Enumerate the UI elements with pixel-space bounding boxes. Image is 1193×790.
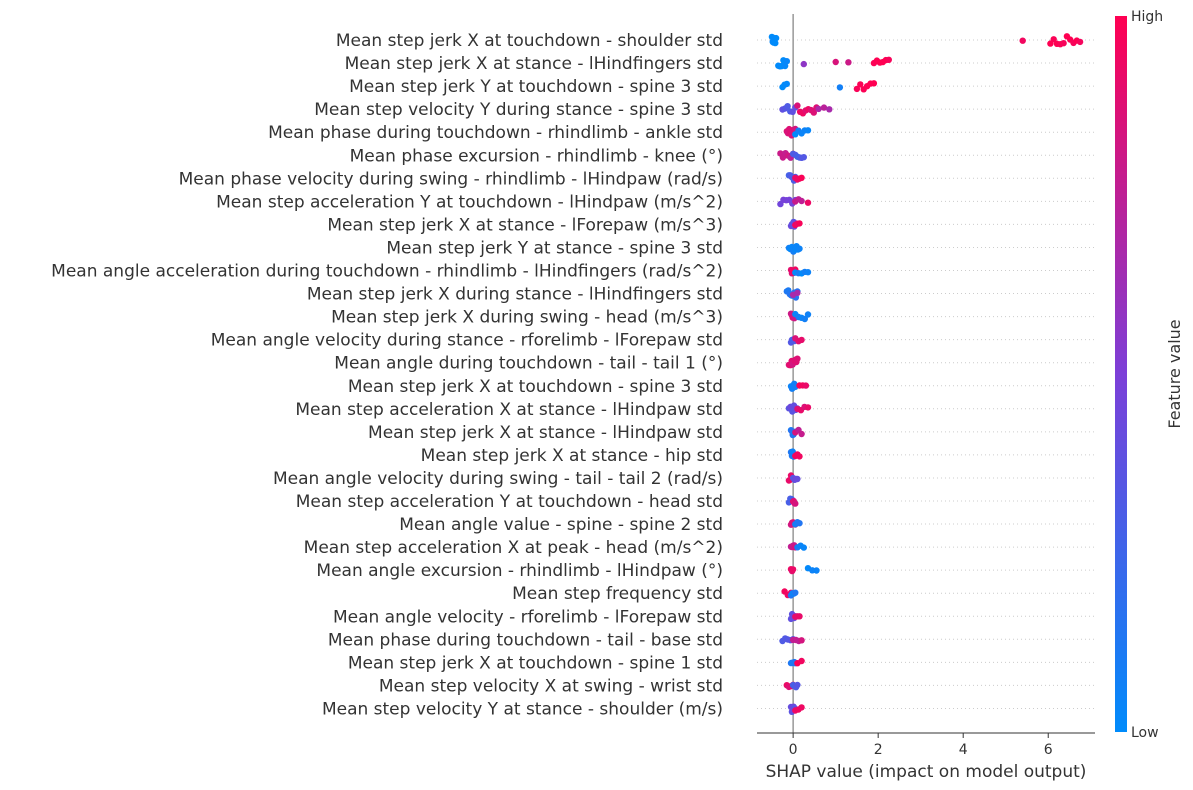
shap-point <box>826 106 833 113</box>
shap-point <box>804 269 812 276</box>
feature-label: Mean angle value - spine - spine 2 std <box>399 515 723 535</box>
colorbar: High Low Feature value <box>1115 9 1184 741</box>
feature-label: Mean step frequency std <box>512 584 723 604</box>
shap-point <box>798 174 805 181</box>
shap-point <box>798 430 805 438</box>
shap-point <box>1050 36 1057 43</box>
shap-point <box>810 109 817 116</box>
feature-label: Mean step velocity Y during stance - spi… <box>314 100 723 120</box>
shap-point <box>801 315 808 323</box>
shap-point <box>783 80 790 88</box>
shap-point <box>772 39 779 47</box>
shap-point <box>792 500 799 507</box>
shap-point <box>789 566 797 573</box>
shap-point <box>1019 37 1026 44</box>
shap-point <box>796 220 803 227</box>
shap-point <box>885 56 892 63</box>
shap-point <box>781 62 789 70</box>
shap-point <box>798 704 805 711</box>
feature-label: Mean step jerk X during swing - head (m/… <box>331 308 723 328</box>
feature-label: Mean phase during touchdown - rhindlimb … <box>268 123 723 143</box>
feature-label: Mean step jerk X at touchdown - spine 1 … <box>348 653 723 673</box>
x-tick-label: 2 <box>874 742 883 758</box>
shap-point <box>800 60 807 68</box>
feature-label: Mean step acceleration Y at touchdown - … <box>216 192 723 212</box>
shap-point <box>794 355 801 362</box>
feature-label: Mean phase velocity during swing - rhind… <box>179 169 723 189</box>
x-tick-label: 6 <box>1044 742 1053 758</box>
feature-label: Mean angle during touchdown - tail - tai… <box>334 354 723 374</box>
feature-label: Mean angle acceleration during touchdown… <box>51 262 723 282</box>
shap-point <box>798 657 805 665</box>
feature-labels: Mean step jerk X at touchdown - shoulder… <box>51 31 723 719</box>
feature-label: Mean phase during touchdown - tail - bas… <box>328 630 723 650</box>
shap-point <box>798 197 805 205</box>
shap-point <box>820 104 828 111</box>
shap-point <box>1060 40 1067 47</box>
feature-label: Mean step acceleration X at peak - head … <box>304 538 723 558</box>
feature-label: Mean phase excursion - rhindlimb - knee … <box>350 146 723 166</box>
shap-point <box>798 637 805 644</box>
colorbar-low-label: Low <box>1131 725 1159 741</box>
shap-point <box>792 589 799 596</box>
shap-point <box>1076 38 1084 46</box>
shap-point <box>783 58 790 65</box>
feature-label: Mean angle velocity - rforelimb - lForep… <box>333 607 723 627</box>
colorbar-gradient <box>1115 16 1127 732</box>
feature-label: Mean step acceleration X at stance - lHi… <box>295 400 723 420</box>
feature-label: Mean step jerk X at stance - lForepaw (m… <box>327 215 723 235</box>
shap-point <box>870 80 878 87</box>
shap-point <box>832 58 839 66</box>
shap-point <box>800 154 807 161</box>
shap-point <box>796 245 803 252</box>
feature-label: Mean step acceleration Y at touchdown - … <box>296 492 723 512</box>
shap-point <box>800 544 807 551</box>
feature-label: Mean step jerk Y at stance - spine 3 std <box>386 238 723 258</box>
shap-point <box>802 382 810 389</box>
shap-point <box>815 105 822 113</box>
shap-point <box>804 404 812 411</box>
shap-point <box>804 199 812 206</box>
shap-point <box>794 681 801 689</box>
shap-points <box>768 33 1084 715</box>
x-tick-label: 4 <box>959 742 968 758</box>
x-axis-title: SHAP value (impact on model output) <box>766 762 1087 782</box>
shap-point <box>796 520 803 527</box>
shap-point <box>794 289 801 297</box>
feature-label: Mean step jerk X at stance - hip std <box>421 446 723 466</box>
shap-point <box>794 102 801 109</box>
feature-label: Mean step velocity Y at stance - shoulde… <box>322 699 723 719</box>
feature-label: Mean step jerk X during stance - lHindfi… <box>307 285 723 305</box>
shap-point <box>794 475 801 483</box>
colorbar-title: Feature value <box>1165 319 1184 428</box>
shap-point <box>798 336 805 344</box>
feature-label: Mean step jerk X at stance - lHindfinger… <box>345 54 723 74</box>
shap-point <box>796 613 803 620</box>
feature-rows <box>757 39 1095 709</box>
shap-point <box>853 85 861 93</box>
shap-point <box>857 81 864 88</box>
shap-point <box>772 34 780 42</box>
feature-label: Mean step jerk X at touchdown - shoulder… <box>336 31 723 51</box>
feature-label: Mean step velocity X at swing - wrist st… <box>379 676 723 696</box>
shap-point <box>845 59 852 66</box>
feature-label: Mean step jerk X at stance - lHindpaw st… <box>368 423 723 443</box>
feature-label: Mean step jerk X at touchdown - spine 3 … <box>348 377 723 397</box>
shap-point <box>796 453 803 460</box>
feature-label: Mean angle velocity during swing - tail … <box>273 469 723 489</box>
shap-point <box>804 311 812 318</box>
shap-point <box>813 567 820 574</box>
colorbar-high-label: High <box>1131 9 1163 25</box>
shap-point <box>804 127 812 134</box>
feature-label: Mean angle velocity during stance - rfor… <box>211 331 723 351</box>
feature-label: Mean step jerk Y at touchdown - spine 3 … <box>349 77 723 97</box>
shap-point <box>836 84 844 91</box>
x-tick-label: 0 <box>789 742 798 758</box>
feature-label: Mean angle excursion - rhindlimb - lHind… <box>316 561 723 581</box>
shap-point <box>784 103 791 110</box>
x-axis: 0 2 4 6 <box>757 732 1095 758</box>
